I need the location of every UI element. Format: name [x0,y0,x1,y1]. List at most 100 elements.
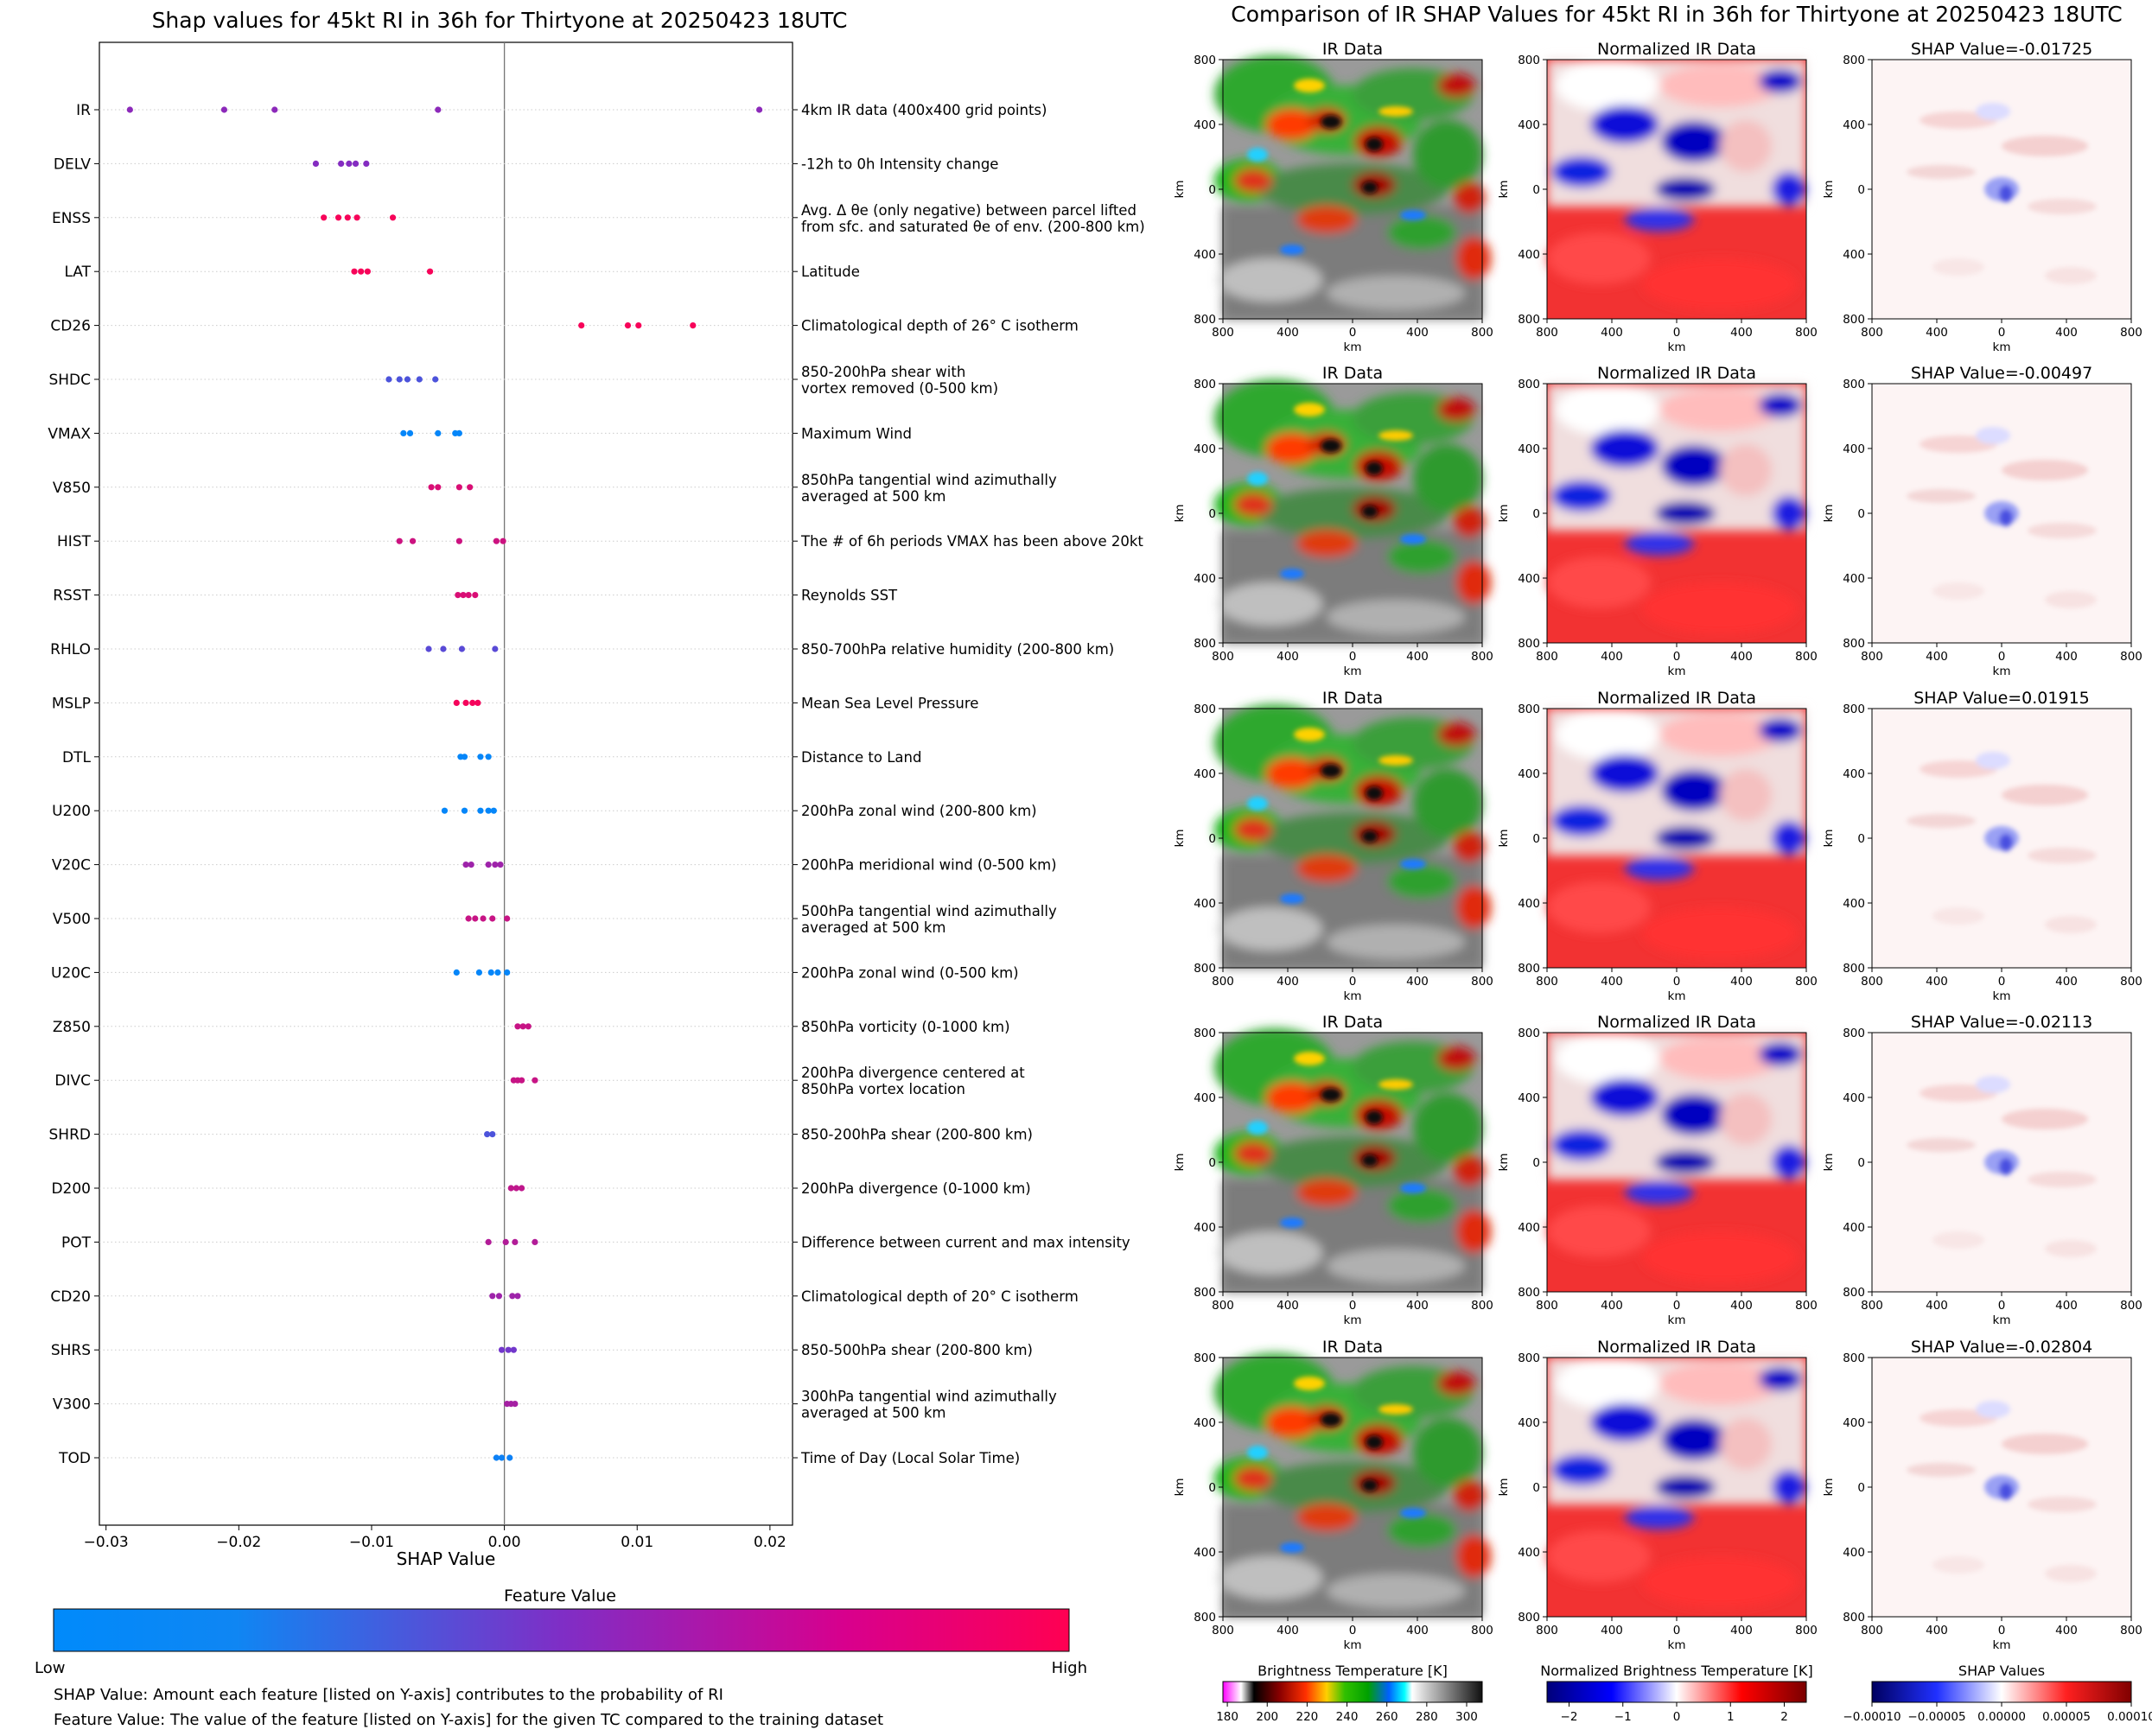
shap-point-cd20 [509,1293,516,1300]
panel-x-tick-label: 0 [1673,650,1681,664]
shap-point-u200 [485,807,492,814]
panel-x-label: km [1344,989,1362,1003]
colorbar-tick-label: 0.00000 [1977,1710,2026,1724]
feature-name-ir: IR [76,102,91,119]
feature-description-v500: 500hPa tangential wind azimuthally [801,903,1057,919]
panel-y-tick-label: 400 [1194,1416,1216,1430]
shap-point-v850 [455,484,462,491]
panel-x-label: km [1993,1313,2011,1327]
panel-y-label: km [1173,181,1187,199]
shap-point-v20c [492,862,499,868]
panel-y-tick-label: 800 [1518,313,1540,327]
panel-x-tick-label: 0 [1673,326,1681,340]
panel-x-tick-label: 800 [1536,1624,1558,1637]
panel-y-tick-label: 800 [1843,1611,1865,1625]
shap-point-dtl [485,754,492,760]
panel-y-tick-label: 800 [1518,703,1540,716]
panel-x-tick-label: 800 [1861,326,1883,340]
panel-x-tick-label: 800 [1212,1624,1234,1637]
panel-y-tick-label: 800 [1843,1286,1865,1300]
feature-description-cd26: Climatological depth of 26° C isotherm [801,318,1079,334]
colorbar-2 [1871,1681,2132,1703]
shap-point-cd26 [690,322,697,329]
panel-x-tick-label: 400 [1406,1624,1429,1637]
colorbar-tick-label: 1 [1727,1710,1735,1724]
panel-x-tick-label: 400 [1926,975,1948,989]
colorbar-tick-label: 0.00010 [2107,1710,2152,1724]
panel-y-tick-label: 400 [1518,1416,1540,1430]
shap-point-hist [396,537,403,544]
panel-x-tick-label: 400 [1406,1299,1429,1313]
feature-name-delv: DELV [54,156,91,173]
shap-point-mslp [453,699,460,707]
panel-y-tick-label: 400 [1194,1546,1216,1560]
shap-point-cd20 [489,1293,496,1300]
panel-x-tick-label: 800 [1212,326,1234,340]
feature-description-enss: Avg. Δ θe (only negative) between parcel… [801,202,1136,219]
feature-description-u200: 200hPa zonal wind (200-800 km) [801,803,1037,819]
x-tick-label: −0.02 [216,1534,261,1551]
shap-point-lat [364,268,371,275]
panel-x-tick-label: 400 [1926,1299,1948,1313]
panel-x-tick-label: 800 [2120,1299,2142,1313]
shap-point-v500 [480,915,487,922]
feature-description-v850: 850hPa tangential wind azimuthally [801,472,1057,488]
panel-y-tick-label: 400 [1194,442,1216,456]
feature-name-lat: LAT [64,264,91,281]
panel-y-tick-label: 800 [1843,962,1865,976]
shap-point-delv [363,160,370,167]
panel-x-tick-label: 800 [1536,1299,1558,1313]
shap-point-hist [455,537,462,544]
panel-y-label: km [1497,1154,1511,1172]
panel-y-tick-label: 400 [1518,767,1540,781]
panel-y-tick-label: 0 [1857,183,1865,197]
feature-description-shdc: 850-200hPa shear with [801,364,965,380]
shap-point-d200 [513,1185,520,1192]
shap-point-tod [493,1454,500,1461]
panel-x-tick-label: 800 [1861,975,1883,989]
feature-name-v300: V300 [53,1396,91,1414]
panel-y-tick-label: 0 [1532,1481,1540,1495]
shap-point-tod [498,1454,506,1461]
panel-x-label: km [1993,340,2011,354]
panel-title: IR Data [1322,364,1383,383]
shap-point-rhlo [458,645,466,652]
panel-y-tick-label: 800 [1194,1351,1216,1365]
panel-x-label: km [1344,1638,1362,1652]
panel-y-tick-label: 800 [1194,703,1216,716]
panel-x-label: km [1668,340,1686,354]
shap-point-rhlo [440,645,447,652]
panel-y-tick-label: 400 [1518,442,1540,456]
shap-point-z850 [519,1023,526,1030]
panel-y-tick-label: 800 [1518,1611,1540,1625]
ir-image [1214,1028,1491,1292]
normalized-ir-image [1547,384,1806,643]
panel-x-label: km [1993,1638,2011,1652]
feature-description-mslp: Mean Sea Level Pressure [801,695,978,711]
shap-point-divc [518,1077,525,1084]
shap-point-rsst [465,592,472,599]
shap-point-mslp [462,699,469,707]
x-tick-label: −0.03 [84,1534,129,1551]
panel-x-tick-label: 800 [1536,975,1558,989]
panel-title: IR Data [1322,689,1383,708]
panel-x-label: km [1344,665,1362,678]
panel-y-tick-label: 0 [1208,507,1216,521]
ir-image [1214,704,1491,968]
panel-y-tick-label: 400 [1843,1416,1865,1430]
feature-description-pot: Difference between current and max inten… [801,1234,1130,1250]
panel-y-tick-label: 400 [1518,572,1540,586]
panel-x-tick-label: 800 [1795,975,1818,989]
shap-heatmap-image [1872,384,2131,643]
normalized-ir-image [1547,60,1806,319]
note-shap-value: SHAP Value: Amount each feature [listed … [54,1686,723,1704]
feature-description-vmax: Maximum Wind [801,425,912,442]
feature-description-z850: 850hPa vorticity (0-1000 km) [801,1019,1010,1035]
shap-point-enss [334,214,342,221]
shap-heatmap-image [1872,1033,2131,1292]
panel-x-tick-label: 400 [2055,650,2078,664]
